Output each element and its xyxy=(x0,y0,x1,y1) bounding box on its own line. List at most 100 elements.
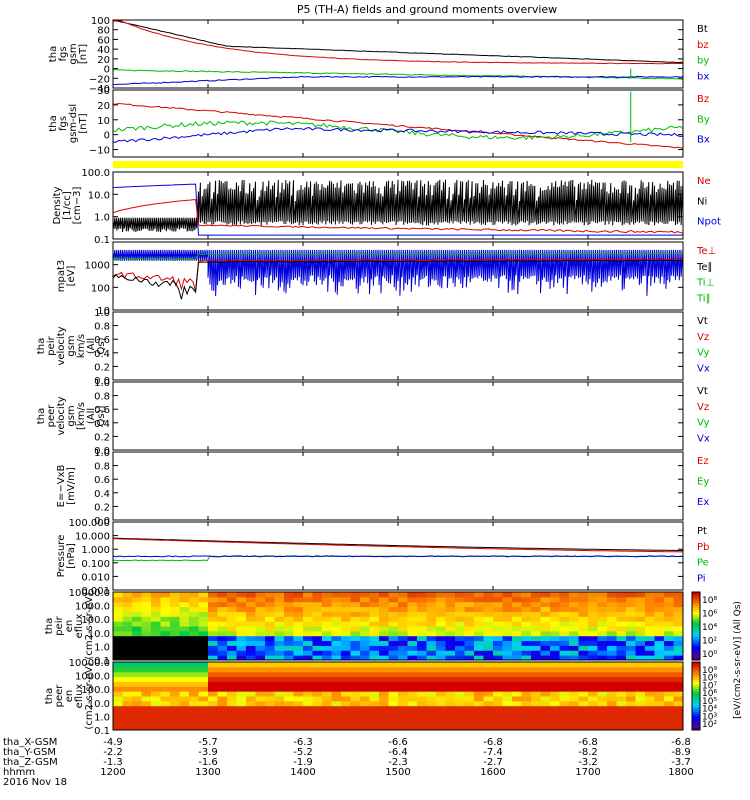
spectrogram-cell xyxy=(151,691,161,697)
spectrogram-cell xyxy=(426,621,437,627)
spectrogram-cell xyxy=(464,686,475,692)
spectrogram-cell xyxy=(512,640,522,646)
spectrogram-cell xyxy=(635,655,646,661)
spectrogram-cell xyxy=(464,655,475,661)
spectrogram-cell xyxy=(160,676,171,682)
spectrogram-cell xyxy=(493,650,503,656)
spectrogram-cell xyxy=(170,676,180,682)
spectrogram-cell xyxy=(445,596,456,603)
spectrogram-cell xyxy=(455,666,465,673)
spectrogram-cell xyxy=(141,725,152,731)
spectrogram-cell xyxy=(407,720,418,726)
colorbar-cell xyxy=(692,698,700,702)
spectrogram-cell xyxy=(626,621,636,627)
spectrogram-cell xyxy=(398,681,408,687)
spectrogram-cell xyxy=(388,635,399,642)
spectrogram-cell xyxy=(550,616,560,622)
spectrogram-cell xyxy=(132,635,142,642)
colorbar-cell xyxy=(692,612,700,616)
spectrogram-cell xyxy=(350,650,361,656)
spectrogram-cell xyxy=(483,691,494,697)
spectrogram-cell xyxy=(379,621,389,627)
spectrogram-cell xyxy=(559,700,570,707)
spectrogram-cell xyxy=(322,720,332,726)
spectrogram-cell xyxy=(274,705,285,712)
spectrogram-cell xyxy=(654,686,665,692)
spectrogram-cell xyxy=(379,601,389,608)
spectrogram-cell xyxy=(179,671,190,678)
spectrogram-cell xyxy=(341,676,351,682)
spectrogram-cell xyxy=(464,676,475,682)
spectrogram-cell xyxy=(436,715,446,721)
spectrogram-cell xyxy=(236,715,247,721)
spectrogram-cell xyxy=(255,640,266,646)
panel-peer_velocity-ylabel: thapeervelocitygsm[km/s(AllQs)] xyxy=(36,396,107,435)
axis-hhmm-value: 1700 xyxy=(575,767,600,778)
panel-temperature-tick-label: 1000 xyxy=(85,261,110,272)
spectrogram-cell xyxy=(350,681,361,687)
spectrogram-cell xyxy=(616,725,627,731)
spectrogram-cell xyxy=(293,720,304,726)
spectrogram-cell xyxy=(122,676,133,682)
spectrogram-cell xyxy=(160,696,171,702)
axis-tha_Y-GSM-value: -8.9 xyxy=(671,747,691,758)
spectrogram-cell xyxy=(141,650,152,656)
spectrogram-cell xyxy=(645,710,655,716)
spectrogram-cell xyxy=(559,671,570,678)
spectrogram-cell xyxy=(493,616,503,622)
spectrogram-cell xyxy=(578,662,589,668)
spectrogram-cell xyxy=(331,650,342,656)
spectrogram-cell xyxy=(132,606,142,612)
spectrogram-cell xyxy=(322,650,332,656)
spectrogram-cell xyxy=(189,596,199,603)
spectrogram-cell xyxy=(360,630,370,637)
spectrogram-cell xyxy=(217,592,228,598)
spectrogram-cell xyxy=(312,601,323,608)
spectrogram-cell xyxy=(635,616,646,622)
axis-tha_Z-GSM-value: -3.2 xyxy=(578,757,598,768)
spectrogram-cell xyxy=(331,592,342,598)
spectrogram-cell xyxy=(388,700,399,707)
spectrogram-cell xyxy=(246,671,256,678)
spectrogram-cell xyxy=(198,640,209,646)
spectrogram-cell xyxy=(293,592,304,598)
spectrogram-cell xyxy=(341,645,351,651)
colorbar-cell xyxy=(692,610,700,613)
spectrogram-cell xyxy=(464,630,475,637)
spectrogram-cell xyxy=(217,725,228,731)
spectrogram-cell xyxy=(550,676,560,682)
spectrogram-cell xyxy=(493,686,503,692)
spectrogram-cell xyxy=(198,650,209,656)
spectrogram-cell xyxy=(673,662,684,668)
spectrogram-cell xyxy=(350,720,361,726)
spectrogram-cell xyxy=(673,686,684,692)
spectrogram-cell xyxy=(588,611,598,617)
spectrogram-cell xyxy=(597,705,608,712)
spectrogram-cell xyxy=(255,635,266,642)
spectrogram-cell xyxy=(350,725,361,731)
spectrogram-cell xyxy=(113,662,123,668)
spectrogram-cell xyxy=(540,662,551,668)
spectrogram-cell xyxy=(626,710,636,716)
spectrogram-cell xyxy=(645,640,655,646)
spectrogram-cell xyxy=(122,650,133,656)
spectrogram-cell xyxy=(474,621,484,627)
spectrogram-cell xyxy=(645,696,655,702)
spectrogram-cell xyxy=(607,700,617,707)
colorbar-cell xyxy=(692,686,700,690)
legend-temperature-Ti⊥: Ti⊥ xyxy=(696,278,714,289)
spectrogram-cell xyxy=(227,710,237,716)
spectrogram-cell xyxy=(474,705,484,712)
spectrogram-cell xyxy=(455,640,465,646)
spectrogram-cell xyxy=(635,715,646,721)
spectrogram-cell xyxy=(493,645,503,651)
spectrogram-cell xyxy=(664,611,674,617)
spectrogram-cell xyxy=(369,705,380,712)
spectrogram-cell xyxy=(122,710,133,716)
spectrogram-cell xyxy=(132,621,142,627)
spectrogram-cell xyxy=(198,655,209,661)
spectrogram-cell xyxy=(208,616,218,622)
spectrogram-cell xyxy=(198,710,209,716)
spectrogram-cell xyxy=(255,611,266,617)
spectrogram-cell xyxy=(189,640,199,646)
